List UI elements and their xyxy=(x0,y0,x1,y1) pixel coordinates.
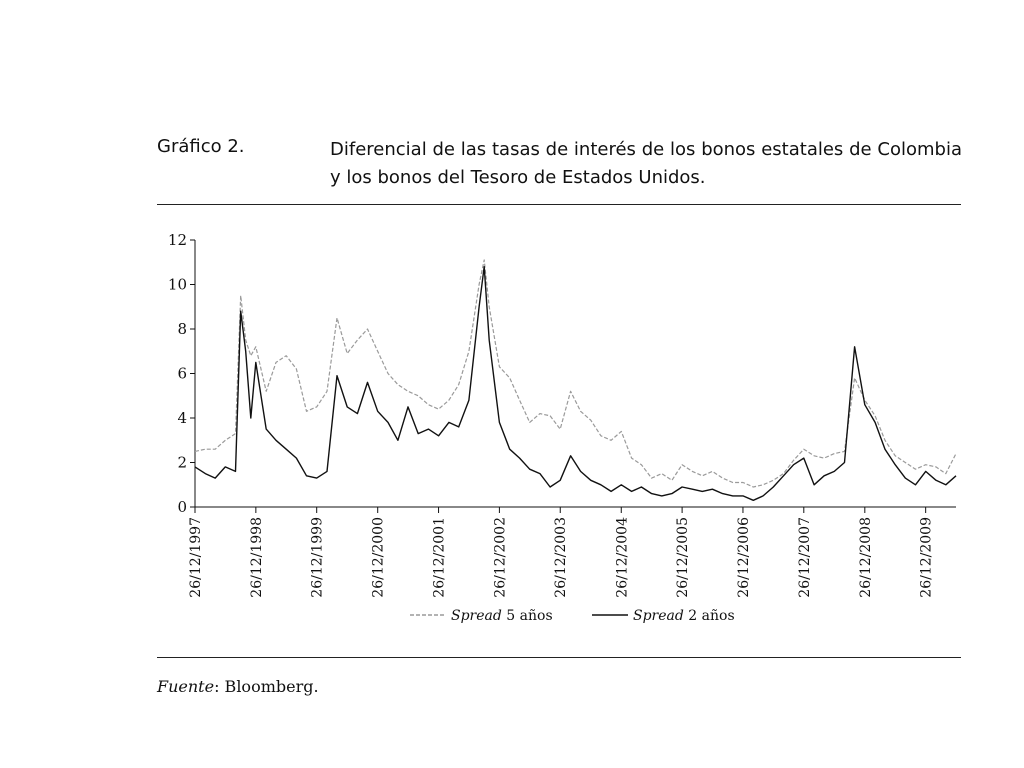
bottom-rule xyxy=(157,657,961,658)
x-tick-label: 26/12/2003 xyxy=(553,517,569,598)
x-tick-label: 26/12/2009 xyxy=(919,517,935,598)
series-line-spread-2-anos xyxy=(194,266,957,501)
source-value: : Bloomberg. xyxy=(214,677,319,696)
legend: Spread 5 años Spread 2 años xyxy=(410,608,735,624)
top-rule xyxy=(157,204,961,205)
legend-label-italic: Spread xyxy=(451,608,502,624)
y-tick-label: 4 xyxy=(177,409,187,427)
x-axis: 26/12/1997 26/12/1998 26/12/1999 26/12/2000… xyxy=(188,506,956,598)
x-tick-label: 26/12/2008 xyxy=(858,517,874,598)
y-tick-label: 2 xyxy=(177,454,187,472)
source-label: Fuente xyxy=(157,677,215,696)
series-line-spread-5-anos xyxy=(194,259,957,488)
y-tick-label: 0 xyxy=(177,498,187,516)
x-tick-label: 26/12/2007 xyxy=(797,517,813,598)
x-tick-label: 26/12/2006 xyxy=(736,517,752,598)
x-tick-label: 26/12/1999 xyxy=(310,517,326,598)
source-note: Fuente: Bloomberg. xyxy=(157,677,319,696)
legend-label: Spread 2 años xyxy=(633,608,735,624)
spread-line-chart: 0 2 4 6 8 10 12 26/12/1997 26/12/1998 26/12/1999… xyxy=(168,231,957,624)
x-tick-label: 26/12/2002 xyxy=(492,517,508,598)
legend-label-rest: 5 años xyxy=(502,608,553,624)
y-tick-label: 12 xyxy=(168,231,187,249)
x-tick-label: 26/12/2001 xyxy=(432,517,448,598)
y-tick-label: 10 xyxy=(168,276,187,294)
x-tick-label: 26/12/2005 xyxy=(675,517,691,598)
x-tick-label: 26/12/1997 xyxy=(188,517,204,598)
y-axis: 0 2 4 6 8 10 12 xyxy=(168,231,196,516)
series-layer xyxy=(194,259,957,501)
y-tick-label: 6 xyxy=(177,365,187,383)
figure-title: Diferencial de las tasas de interés de l… xyxy=(330,139,962,188)
legend-label: Spread 5 años xyxy=(451,608,553,624)
x-tick-label: 26/12/2000 xyxy=(371,517,387,598)
x-tick-label: 26/12/2004 xyxy=(614,517,630,598)
legend-label-italic: Spread xyxy=(633,608,684,624)
figure-label: Gráfico 2. xyxy=(157,136,245,157)
y-tick-label: 8 xyxy=(177,320,187,338)
legend-label-rest: 2 años xyxy=(684,608,735,624)
x-tick-label: 26/12/1998 xyxy=(249,517,265,598)
